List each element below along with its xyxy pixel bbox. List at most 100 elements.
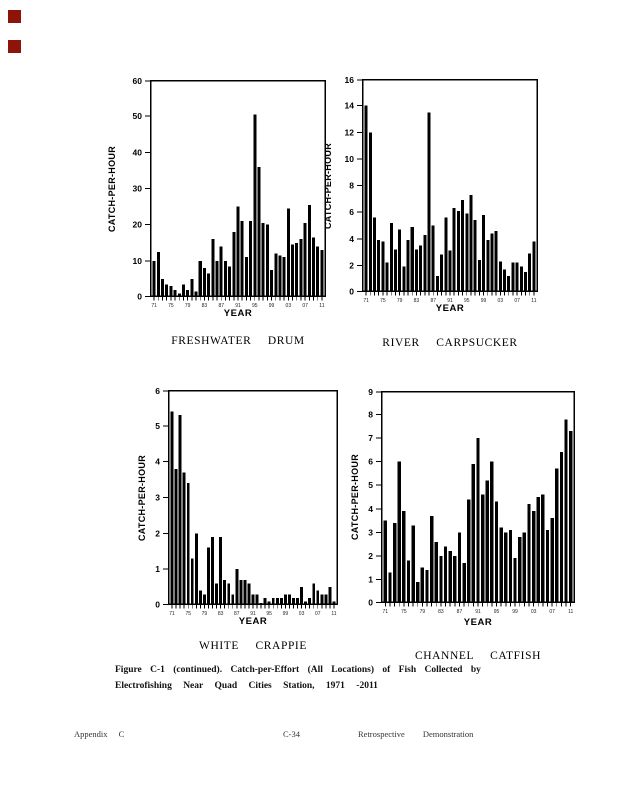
- bar: [243, 579, 247, 605]
- bar: [448, 250, 452, 292]
- bar: [462, 562, 466, 603]
- bar: [508, 529, 513, 603]
- y-tick-label: 20: [133, 220, 143, 230]
- x-tick-label: 11: [319, 303, 324, 309]
- x-tick-label: 95: [494, 609, 500, 615]
- bar: [531, 511, 536, 603]
- bar: [240, 221, 244, 297]
- bar: [202, 268, 206, 297]
- bar: [207, 547, 210, 605]
- bar: [265, 224, 269, 297]
- bar: [279, 597, 283, 605]
- y-axis-title: CATCH-PER-HOUR: [136, 390, 148, 605]
- bar: [494, 230, 498, 292]
- bar: [190, 558, 194, 605]
- footer-page-number: C-34: [283, 729, 300, 739]
- y-tick-label: 60: [133, 76, 143, 86]
- bar: [425, 570, 429, 603]
- bar: [435, 276, 439, 292]
- bar: [332, 601, 336, 605]
- bar: [194, 533, 198, 605]
- x-tick-label: 99: [512, 609, 518, 615]
- bar: [486, 240, 490, 292]
- bar: [427, 112, 431, 292]
- plot-area: 0 10 20 30 40 50 60 71 75 79 83 87 91 95 99 03 07 11: [133, 76, 326, 309]
- x-tick-label: 83: [414, 298, 420, 304]
- bar: [253, 114, 257, 297]
- x-tick-label: 91: [235, 303, 241, 309]
- bar: [423, 234, 427, 292]
- y-tick-label: 0: [349, 286, 354, 296]
- bar: [383, 520, 387, 603]
- bar: [271, 597, 275, 605]
- bar: [261, 222, 265, 297]
- y-tick-label: 1: [368, 574, 373, 584]
- bar: [287, 594, 291, 605]
- bar: [524, 272, 528, 292]
- bar: [160, 278, 164, 297]
- x-tick-label: 79: [185, 303, 191, 309]
- y-tick-label: 30: [133, 184, 143, 194]
- x-tick-label: 07: [549, 609, 555, 615]
- bar: [181, 284, 185, 297]
- footer-appendix-label: Appendix C: [74, 729, 125, 739]
- bar: [559, 452, 564, 603]
- y-tick-label: 0: [368, 597, 373, 607]
- bar: [402, 266, 406, 292]
- y-tick-label: 14: [345, 101, 355, 111]
- bar: [152, 260, 156, 297]
- bar: [406, 240, 410, 292]
- bar: [444, 217, 448, 292]
- bar: [503, 269, 507, 292]
- bar: [507, 276, 511, 292]
- x-tick-label: 95: [266, 611, 272, 617]
- x-tick-label: 83: [438, 609, 444, 615]
- bar: [215, 583, 219, 605]
- bar: [223, 260, 227, 297]
- bar: [299, 239, 303, 297]
- chart-title: WHITE CRAPPIE: [198, 640, 307, 652]
- chart-white-crappie: 0 1 2 3 4 5 6 71 75 79 83 87 91 95 99 03 07 11 CATCH-PER-…: [137, 386, 338, 652]
- y-tick-label: 7: [368, 433, 373, 443]
- bar: [295, 242, 299, 297]
- plot-frame: [168, 390, 338, 605]
- bar: [485, 480, 489, 603]
- x-tick-label: 03: [531, 609, 537, 615]
- bar: [372, 217, 376, 292]
- bar: [227, 583, 231, 605]
- bar: [274, 253, 278, 297]
- chart-freshwater-drum: 0 10 20 30 40 50 60 71 75 79 83 87 91 95 99 03 07 11 CATC…: [107, 76, 326, 347]
- chart-river-carpsucker: 0 2 4 6 8 10 12 14 16 71 75 79 83 87 91 95 99 03 07 11 CATC…: [323, 75, 538, 349]
- bar: [397, 461, 401, 603]
- x-tick-label: 91: [475, 609, 481, 615]
- x-tick-label: 87: [457, 609, 463, 615]
- bar: [219, 246, 223, 297]
- y-tick-label: 10: [345, 154, 355, 164]
- bar: [207, 273, 211, 297]
- bar: [257, 166, 261, 297]
- y-tick-label: 4: [155, 457, 160, 467]
- bar: [282, 257, 286, 297]
- y-axis-title: CATCH-PER-HOUR: [106, 80, 118, 297]
- bar: [420, 567, 425, 603]
- y-tick-label: 6: [368, 457, 373, 467]
- bar: [490, 233, 494, 293]
- bar: [527, 504, 531, 603]
- plot-area: 0 2 4 6 8 10 12 14 16 71 75 79 83 87 91 95 99 03 07 11: [345, 75, 538, 304]
- bar: [211, 536, 214, 605]
- bar: [434, 541, 438, 603]
- x-tick-label: 07: [514, 298, 520, 304]
- bar: [320, 249, 324, 297]
- bar: [291, 244, 295, 297]
- x-tick-label: 71: [363, 298, 369, 304]
- bar: [377, 240, 381, 292]
- x-tick-label: 71: [169, 611, 175, 617]
- bar: [569, 431, 573, 603]
- x-tick-label: 79: [420, 609, 426, 615]
- bar: [473, 220, 477, 292]
- bar: [499, 527, 503, 603]
- bar: [477, 260, 481, 292]
- footer-section-label: Retrospective Demonstration: [358, 729, 474, 739]
- bar: [251, 594, 255, 605]
